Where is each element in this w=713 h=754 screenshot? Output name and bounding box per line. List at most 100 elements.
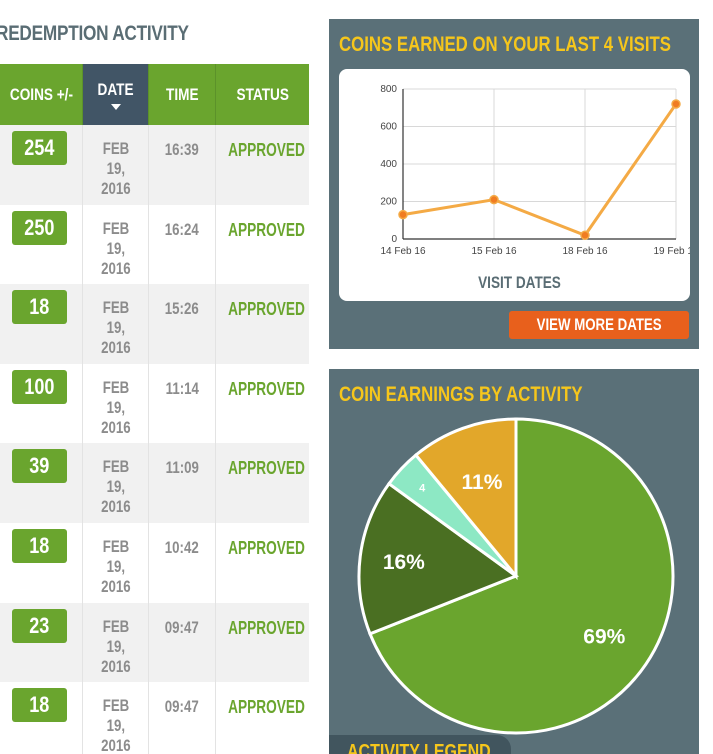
table-header: COINS +/- DATE TIME STATUS [0, 64, 309, 125]
date-text: FEB 19, 2016 [83, 378, 148, 438]
visits-panel: COINS EARNED ON YOUR LAST 4 VISITS 0 200 4… [329, 19, 699, 349]
time-value: 10:42 [165, 537, 199, 557]
slice-label: 16% [383, 551, 425, 574]
y-tick-label: 600 [380, 122, 397, 133]
activity-pie-chart: 69% 16% 4 11% [357, 417, 675, 735]
date-line: 2016 [100, 179, 131, 198]
column-header-status[interactable]: STATUS [215, 64, 309, 125]
line-chart-svg: 0 200 400 600 800 14 Feb 16 15 Feb 16 18 Feb 16… [380, 84, 690, 292]
x-tick-label: 14 Feb 16 [380, 246, 425, 257]
section-title: REDEMPTION ACTIVITY [0, 22, 189, 45]
x-tick-label: 15 Feb 16 [471, 246, 516, 257]
date-text: FEB 19, 2016 [83, 696, 148, 754]
status-cell: APPROVED [215, 284, 309, 364]
date-line: FEB [102, 536, 129, 556]
redemption-activity-section: REDEMPTION ACTIVITY COINS +/- DATE TIME … [0, 0, 309, 754]
sort-descending-icon [110, 103, 121, 110]
pie-slice[interactable] [357, 481, 520, 636]
column-label: DATE [97, 79, 134, 99]
status-value: APPROVED [228, 140, 305, 160]
status-cell: APPROVED [215, 443, 309, 523]
data-point[interactable] [671, 99, 681, 109]
pie-slice[interactable] [413, 417, 518, 581]
time-value: 09:47 [165, 697, 199, 717]
y-tick-label: 0 [391, 234, 397, 245]
coins-cell: 39 [0, 443, 82, 523]
date-cell: FEB 19, 2016 [82, 363, 148, 444]
slice-label: 11% [462, 471, 503, 494]
activity-legend-tab[interactable]: ACTIVITY LEGEND [329, 735, 511, 754]
date-text: FEB 19, 2016 [83, 617, 148, 677]
date-line: FEB [102, 377, 129, 397]
view-more-dates-button[interactable]: VIEW MORE DATES [508, 311, 689, 339]
table-row: 18 FEB 19, 2016 09:47 APPROVED [0, 682, 309, 754]
time-value: 16:39 [165, 140, 199, 159]
data-point[interactable] [398, 209, 408, 220]
coins-badge: 254 [12, 131, 67, 165]
column-label: TIME [165, 84, 199, 104]
status-value: APPROVED [228, 219, 305, 240]
date-line: FEB [102, 298, 129, 318]
coins-badge: 250 [12, 210, 67, 245]
time-value: 11:09 [165, 458, 199, 478]
date-line: 19, [106, 556, 125, 576]
coins-value: 18 [29, 294, 50, 320]
visits-line-chart: 0 200 400 600 800 14 Feb 16 15 Feb 16 18 Feb 16… [339, 69, 690, 301]
status-cell: APPROVED [215, 363, 309, 444]
time-cell: 16:24 [148, 204, 215, 285]
status-value: APPROVED [228, 697, 305, 718]
coins-value: 39 [29, 453, 50, 479]
date-line: FEB [102, 696, 129, 716]
time-cell: 09:47 [148, 682, 215, 754]
time-value: 09:47 [165, 617, 199, 637]
date-line: 19, [106, 238, 125, 258]
time-cell: 11:09 [148, 443, 215, 523]
status-value: APPROVED [228, 537, 305, 558]
date-text: FEB 19, 2016 [83, 298, 148, 358]
date-line: 2016 [100, 576, 131, 596]
coins-badge: 23 [12, 608, 67, 643]
column-label: STATUS [236, 84, 289, 104]
table-row: 23 FEB 19, 2016 09:47 APPROVED [0, 602, 309, 683]
coins-cell: 18 [0, 523, 82, 603]
date-cell: FEB 19, 2016 [82, 682, 148, 754]
column-header-time[interactable]: TIME [148, 64, 215, 125]
coins-cell: 23 [0, 603, 82, 683]
slice-label: 69% [583, 625, 625, 648]
data-point[interactable] [580, 230, 590, 240]
coins-cell: 254 [0, 125, 82, 205]
status-value: APPROVED [228, 299, 305, 320]
x-tick-label: 18 Feb 16 [562, 246, 607, 257]
table-row: 100 FEB 19, 2016 11:14 APPROVED [0, 363, 309, 444]
status-value: APPROVED [228, 378, 305, 399]
time-cell: 16:39 [148, 125, 215, 205]
status-cell: APPROVED [215, 204, 309, 285]
date-line: 2016 [100, 497, 131, 517]
date-line: FEB [102, 139, 129, 158]
date-line: FEB [102, 616, 129, 636]
data-point[interactable] [489, 194, 499, 205]
column-header-date[interactable]: DATE [82, 64, 148, 125]
date-line: 2016 [100, 338, 131, 358]
date-line: 19, [106, 716, 125, 736]
activity-panel-title: COIN EARNINGS BY ACTIVITY [339, 383, 583, 406]
coins-badge: 18 [12, 688, 67, 723]
coins-value: 100 [24, 373, 55, 399]
time-cell: 09:47 [148, 602, 215, 683]
pie-slice[interactable] [368, 417, 675, 735]
column-header-coins[interactable]: COINS +/- [0, 64, 82, 125]
time-cell: 11:14 [148, 363, 215, 444]
status-cell: APPROVED [215, 682, 309, 754]
coins-cell: 18 [0, 284, 82, 364]
date-line: 2016 [100, 417, 131, 437]
slice-label: 4 [419, 483, 426, 495]
activity-panel: COIN EARNINGS BY ACTIVITY 69% 16% 4 11% ACT… [329, 369, 699, 754]
date-line: 19, [106, 636, 125, 656]
date-line: 19, [106, 318, 125, 338]
coins-value: 18 [29, 692, 50, 718]
coins-badge: 100 [12, 369, 67, 404]
x-tick-label: 19 Feb 16 [653, 246, 690, 257]
visits-panel-title: COINS EARNED ON YOUR LAST 4 VISITS [339, 33, 672, 56]
date-cell: FEB 19, 2016 [82, 522, 148, 603]
coins-value: 18 [29, 532, 50, 558]
